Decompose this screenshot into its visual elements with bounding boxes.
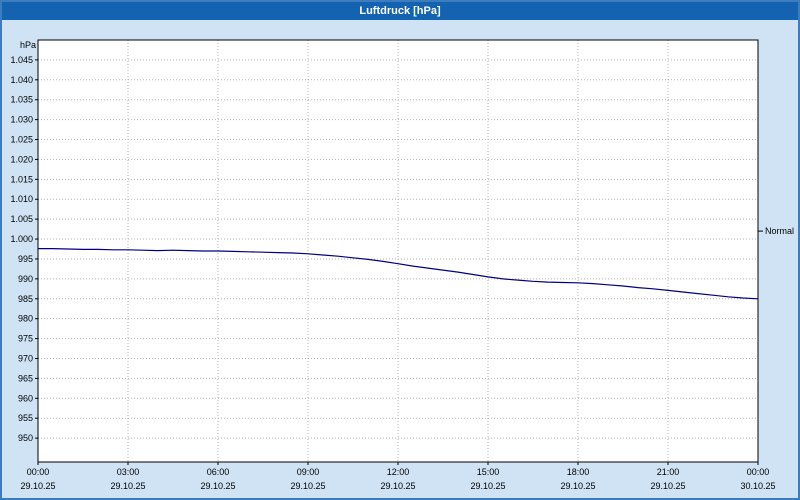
x-tick-date-label: 29.10.25	[650, 481, 685, 491]
x-tick-date-label: 30.10.25	[740, 481, 775, 491]
y-tick-label: 975	[18, 334, 33, 344]
y-tick-label: 1.040	[10, 75, 33, 85]
y-tick-label: 1.015	[10, 174, 33, 184]
y-tick-label: 1.000	[10, 234, 33, 244]
y-tick-label: 1.025	[10, 135, 33, 145]
normal-marker-label: Normal	[765, 226, 794, 236]
title-bar: Luftdruck [hPa]	[2, 2, 798, 20]
y-tick-label: 1.010	[10, 194, 33, 204]
y-tick-label: 995	[18, 254, 33, 264]
x-tick-time-label: 00:00	[27, 467, 50, 477]
y-tick-label: 985	[18, 294, 33, 304]
y-tick-label: 1.020	[10, 154, 33, 164]
y-tick-label: 950	[18, 433, 33, 443]
chart-title: Luftdruck [hPa]	[359, 5, 441, 17]
x-tick-time-label: 15:00	[477, 467, 500, 477]
x-tick-date-label: 29.10.25	[110, 481, 145, 491]
y-tick-label: 1.030	[10, 115, 33, 125]
x-tick-time-label: 06:00	[207, 467, 230, 477]
x-tick-time-label: 21:00	[657, 467, 680, 477]
pressure-line-chart: 1.045 1.040 1.035 1.030 1.025 1.020 1.015 1.010…	[10, 39, 794, 491]
pressure-series-line	[38, 248, 759, 300]
x-tick-time-label: 09:00	[297, 467, 320, 477]
chart-area: 1.045 1.040 1.035 1.030 1.025 1.020 1.015 1.010…	[2, 20, 798, 498]
x-tick-date-label: 29.10.25	[290, 481, 325, 491]
y-tick-label: 1.045	[10, 55, 33, 65]
x-tick-date-label: 29.10.25	[380, 481, 415, 491]
y-tick-label: 955	[18, 413, 33, 423]
y-tick-label: 1.005	[10, 214, 33, 224]
x-tick-time-label: 12:00	[387, 467, 410, 477]
y-tick-label: 990	[18, 274, 33, 284]
x-tick-date-label: 29.10.25	[560, 481, 595, 491]
x-tick-time-label: 03:00	[117, 467, 140, 477]
y-tick-label: 970	[18, 353, 33, 363]
y-tick-label: 965	[18, 373, 33, 383]
y-axis-unit-label: hPa	[20, 40, 36, 50]
x-tick-date-label: 29.10.25	[200, 481, 235, 491]
x-tick-date-label: 29.10.25	[470, 481, 505, 491]
plot-border	[37, 39, 759, 463]
x-tick-date-label: 29.10.25	[20, 481, 55, 491]
x-tick-time-label: 00:00	[747, 467, 770, 477]
y-tick-label: 1.035	[10, 95, 33, 105]
y-tick-label: 960	[18, 393, 33, 403]
x-tick-time-label: 18:00	[567, 467, 590, 477]
y-tick-label: 980	[18, 314, 33, 324]
